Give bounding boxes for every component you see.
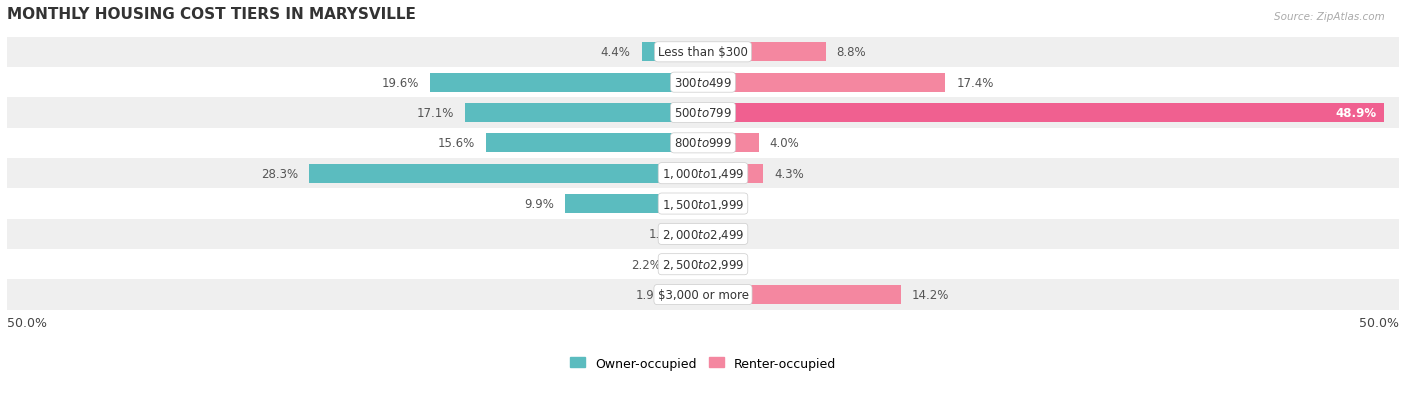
Text: $800 to $999: $800 to $999 — [673, 137, 733, 150]
Bar — [703, 134, 759, 153]
Text: 15.6%: 15.6% — [437, 137, 475, 150]
Bar — [7, 98, 1399, 128]
Text: 50.0%: 50.0% — [7, 317, 46, 330]
Text: Source: ZipAtlas.com: Source: ZipAtlas.com — [1274, 12, 1385, 22]
Bar — [703, 164, 763, 183]
Text: 0.0%: 0.0% — [714, 197, 744, 211]
Text: MONTHLY HOUSING COST TIERS IN MARYSVILLE: MONTHLY HOUSING COST TIERS IN MARYSVILLE — [7, 7, 416, 22]
Text: $300 to $499: $300 to $499 — [673, 76, 733, 90]
Text: $500 to $799: $500 to $799 — [673, 107, 733, 120]
Text: 4.4%: 4.4% — [600, 46, 631, 59]
Bar — [309, 164, 703, 183]
Bar — [7, 249, 1399, 280]
Bar — [7, 189, 1399, 219]
Text: 0.0%: 0.0% — [714, 228, 744, 241]
Text: 0.0%: 0.0% — [714, 258, 744, 271]
Text: 17.4%: 17.4% — [956, 76, 994, 90]
Text: 14.2%: 14.2% — [912, 288, 949, 301]
Bar — [430, 74, 703, 93]
Bar — [672, 255, 703, 274]
Bar — [7, 128, 1399, 159]
Text: 48.9%: 48.9% — [1336, 107, 1376, 120]
Text: 50.0%: 50.0% — [1360, 317, 1399, 330]
Bar — [565, 195, 703, 214]
Text: $2,000 to $2,499: $2,000 to $2,499 — [662, 227, 744, 241]
Text: 1.0%: 1.0% — [648, 228, 678, 241]
Bar — [641, 43, 703, 62]
Text: $2,500 to $2,999: $2,500 to $2,999 — [662, 258, 744, 272]
Text: 28.3%: 28.3% — [260, 167, 298, 180]
Text: $3,000 or more: $3,000 or more — [658, 288, 748, 301]
Text: 17.1%: 17.1% — [416, 107, 454, 120]
Bar — [7, 68, 1399, 98]
Text: Less than $300: Less than $300 — [658, 46, 748, 59]
Bar — [689, 225, 703, 244]
Bar — [7, 159, 1399, 189]
Text: $1,500 to $1,999: $1,500 to $1,999 — [662, 197, 744, 211]
Bar — [703, 104, 1384, 123]
Bar — [465, 104, 703, 123]
Bar — [703, 43, 825, 62]
Text: 4.0%: 4.0% — [770, 137, 800, 150]
Bar — [7, 38, 1399, 68]
Legend: Owner-occupied, Renter-occupied: Owner-occupied, Renter-occupied — [565, 351, 841, 375]
Text: 4.3%: 4.3% — [773, 167, 804, 180]
Text: 1.9%: 1.9% — [636, 288, 665, 301]
Bar — [703, 285, 901, 304]
Bar — [7, 280, 1399, 310]
Bar — [676, 285, 703, 304]
Bar — [703, 74, 945, 93]
Text: 9.9%: 9.9% — [524, 197, 554, 211]
Text: 8.8%: 8.8% — [837, 46, 866, 59]
Text: 2.2%: 2.2% — [631, 258, 661, 271]
Text: $1,000 to $1,499: $1,000 to $1,499 — [662, 167, 744, 181]
Text: 19.6%: 19.6% — [381, 76, 419, 90]
Bar — [7, 219, 1399, 249]
Bar — [486, 134, 703, 153]
